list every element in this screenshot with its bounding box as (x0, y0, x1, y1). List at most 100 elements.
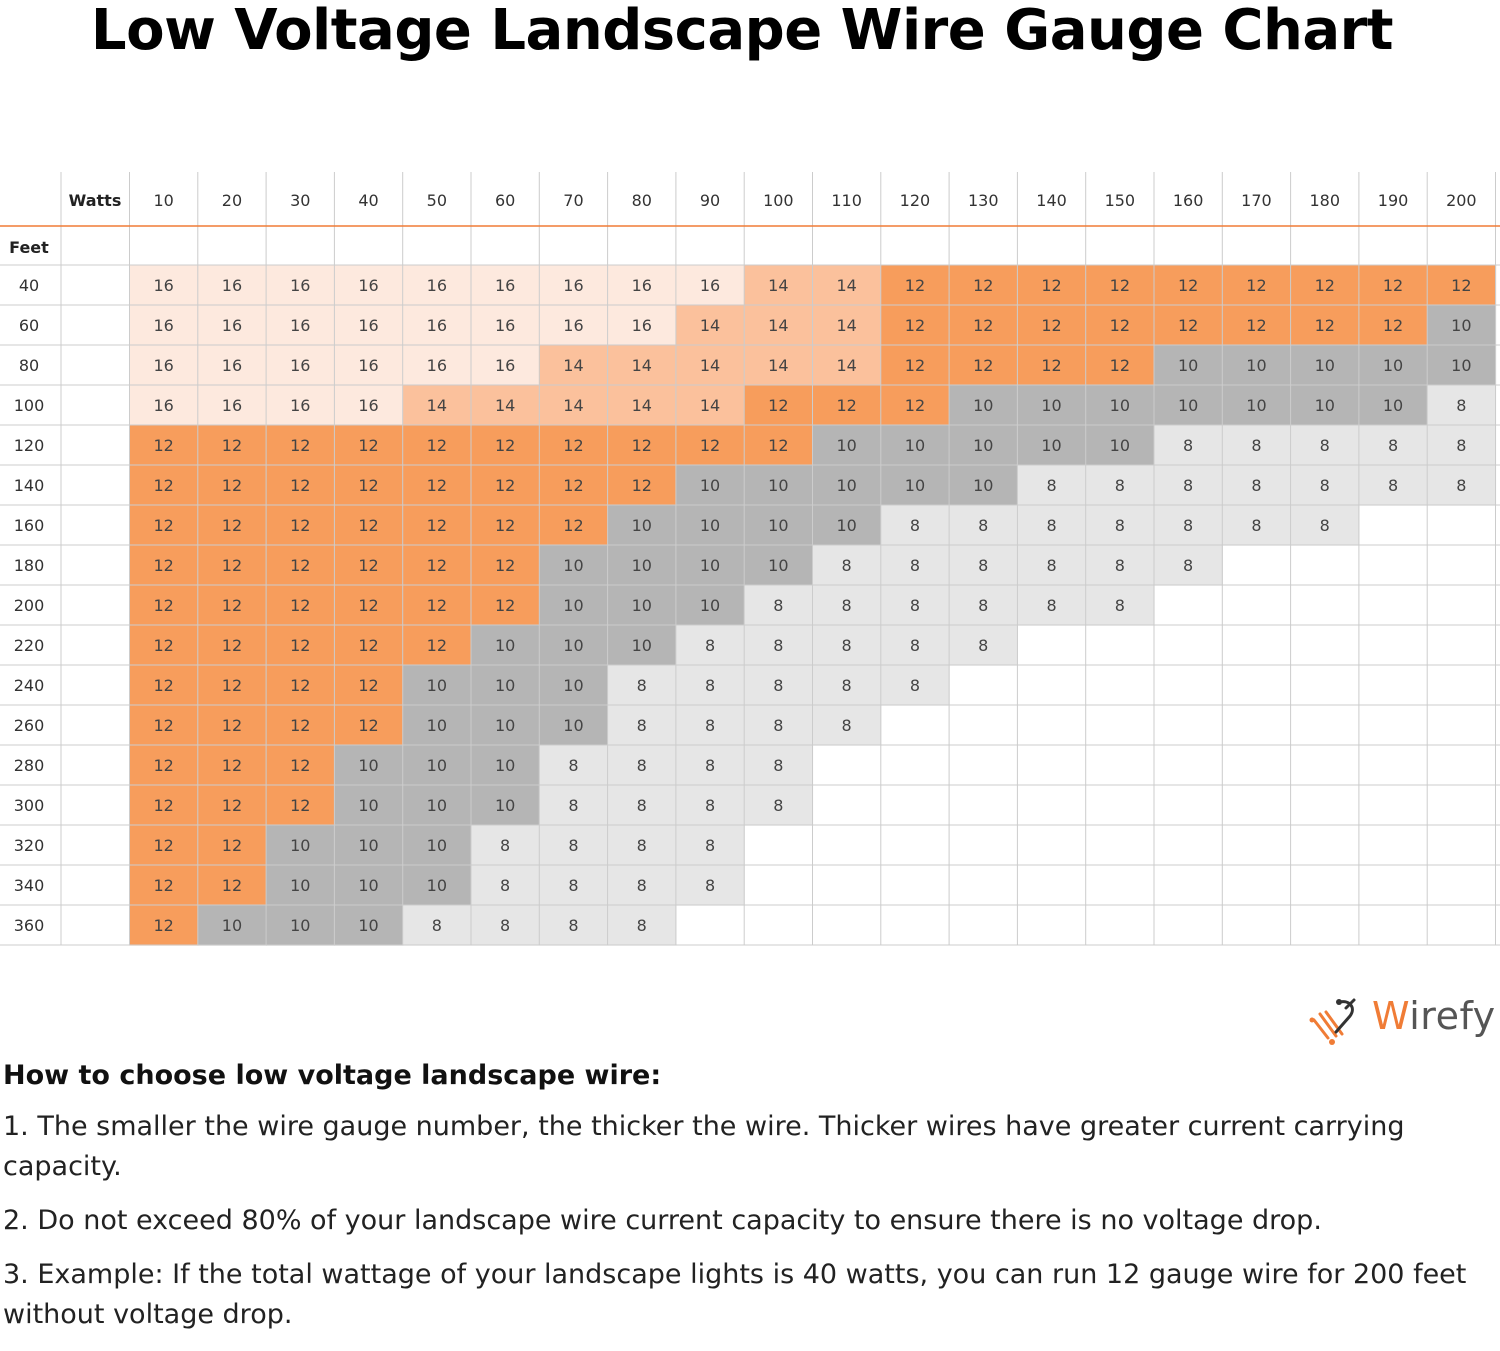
gauge-cell (402, 625, 472, 666)
gauge-cell (675, 705, 745, 746)
gauge-value: 12 (563, 436, 583, 455)
gauge-value: 10 (1178, 356, 1198, 375)
gauge-value: 8 (1183, 476, 1193, 495)
gauge-value: 8 (1320, 516, 1330, 535)
gauge-cell (471, 905, 540, 946)
gauge-value: 12 (358, 516, 378, 535)
gauge-value: 10 (290, 876, 310, 895)
gauge-cell (607, 305, 677, 346)
gauge-cell (539, 465, 609, 506)
gauge-value: 16 (290, 396, 310, 415)
gauge-cell (334, 265, 404, 306)
gauge-cell (607, 545, 677, 586)
gauge-value: 14 (632, 396, 652, 415)
gauge-cell (880, 585, 950, 626)
gauge-value: 12 (358, 436, 378, 455)
gauge-value: 10 (1041, 436, 1061, 455)
gauge-cell (607, 705, 677, 746)
gauge-cell (197, 425, 267, 466)
gauge-value: 14 (836, 316, 856, 335)
feet-tick-label: 340 (14, 876, 45, 895)
gauge-cell (1085, 345, 1155, 386)
gauge-cell (607, 585, 677, 626)
watts-tick-label: 150 (1105, 191, 1136, 210)
gauge-value: 10 (563, 636, 583, 655)
gauge-cell (744, 465, 814, 506)
gauge-value: 16 (153, 276, 173, 295)
gauge-cell (1427, 465, 1497, 506)
gauge-value: 16 (358, 276, 378, 295)
gauge-cell (607, 625, 677, 666)
gauge-cell (471, 785, 540, 826)
gauge-value: 16 (290, 276, 310, 295)
gauge-value: 8 (1320, 436, 1330, 455)
gauge-cell (197, 905, 267, 946)
gauge-cell (539, 745, 609, 786)
gauge-cell (129, 305, 199, 346)
gauge-value: 16 (700, 276, 720, 295)
gauge-value: 10 (495, 796, 515, 815)
gauge-cell (197, 785, 267, 826)
gauge-value: 10 (1041, 396, 1061, 415)
gauge-value: 12 (495, 436, 515, 455)
gauge-cell (675, 425, 745, 466)
gauge-value: 12 (222, 716, 242, 735)
gauge-value: 16 (358, 396, 378, 415)
gauge-value: 8 (1183, 436, 1193, 455)
gauge-cell (1085, 265, 1155, 306)
gauge-cell (129, 865, 199, 906)
gauge-value: 12 (973, 276, 993, 295)
gauge-cell (1154, 465, 1223, 506)
gauge-cell (129, 505, 199, 546)
gauge-cell (266, 385, 335, 426)
gauge-value: 12 (1041, 356, 1061, 375)
gauge-value: 14 (427, 396, 447, 415)
gauge-value: 8 (568, 796, 578, 815)
gauge-value: 16 (290, 356, 310, 375)
feet-tick-label: 60 (19, 316, 39, 335)
gauge-value: 12 (563, 476, 583, 495)
gauge-cell (1222, 265, 1292, 306)
gauge-cell (266, 505, 335, 546)
gauge-cell (812, 705, 882, 746)
gauge-value: 10 (905, 476, 925, 495)
gauge-cell (744, 785, 814, 826)
gauge-value: 16 (563, 276, 583, 295)
gauge-value: 8 (568, 836, 578, 855)
gauge-cell (1085, 465, 1155, 506)
gauge-value: 10 (632, 596, 652, 615)
gauge-value: 8 (1046, 476, 1056, 495)
gauge-value: 8 (773, 676, 783, 695)
gauge-value: 12 (905, 316, 925, 335)
gauge-value: 12 (768, 396, 788, 415)
gauge-cell (197, 585, 267, 626)
gauge-cell (129, 785, 199, 826)
gauge-value: 8 (842, 636, 852, 655)
gauge-cell (471, 505, 540, 546)
gauge-value: 8 (910, 516, 920, 535)
gauge-value: 10 (358, 796, 378, 815)
gauge-value: 8 (637, 676, 647, 695)
gauge-cell (1222, 425, 1292, 466)
gauge-value: 16 (495, 356, 515, 375)
gauge-cell (1290, 305, 1360, 346)
gauge-value: 10 (495, 716, 515, 735)
gauge-value: 8 (842, 556, 852, 575)
gauge-cell (334, 585, 404, 626)
gauge-value: 12 (495, 476, 515, 495)
gauge-value: 12 (358, 676, 378, 695)
gauge-value: 10 (1246, 356, 1266, 375)
gauge-cell (812, 585, 882, 626)
chart-title: Low Voltage Landscape Wire Gauge Chart (90, 0, 1394, 63)
gauge-cell (129, 385, 199, 426)
gauge-value: 12 (973, 356, 993, 375)
gauge-value: 16 (358, 316, 378, 335)
gauge-cell (675, 385, 745, 426)
gauge-value: 12 (427, 436, 447, 455)
gauge-value: 12 (153, 836, 173, 855)
gauge-cell (675, 825, 745, 866)
gauge-cell (266, 345, 335, 386)
gauge-cell (334, 825, 404, 866)
gauge-cell (334, 705, 404, 746)
gauge-value: 14 (768, 316, 788, 335)
